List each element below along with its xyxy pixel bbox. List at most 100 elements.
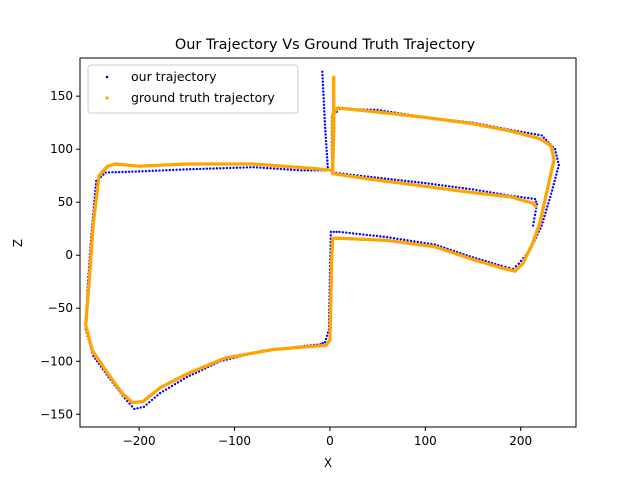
data-point — [376, 176, 380, 180]
data-point — [531, 224, 535, 227]
plot-area — [84, 70, 561, 411]
data-point — [104, 171, 107, 174]
data-point — [188, 168, 192, 171]
data-point — [549, 195, 552, 199]
data-point — [389, 236, 392, 239]
data-point — [182, 168, 185, 171]
data-point — [276, 167, 279, 171]
data-point — [202, 167, 205, 171]
data-point — [321, 70, 324, 73]
data-point — [321, 87, 325, 90]
data-point — [245, 166, 249, 169]
data-point — [556, 167, 560, 170]
data-point — [454, 186, 458, 189]
data-point — [325, 149, 328, 153]
data-point — [198, 167, 202, 171]
data-point — [323, 113, 326, 116]
data-point — [194, 371, 198, 375]
data-point — [164, 388, 168, 391]
data-point — [182, 377, 186, 381]
data-point — [322, 97, 325, 100]
data-point — [165, 169, 168, 172]
y-tick-label: −100 — [40, 354, 73, 368]
data-point — [544, 211, 547, 215]
data-point — [534, 204, 538, 209]
data-point — [553, 147, 557, 151]
data-point — [555, 154, 558, 157]
y-tick-label: −150 — [40, 407, 73, 421]
y-tick-label: 0 — [65, 248, 73, 262]
data-point — [272, 167, 276, 170]
legend: our trajectory ground truth trajectory — [87, 64, 299, 114]
legend-label-ground-truth: ground truth trajectory — [131, 90, 275, 105]
data-point — [326, 165, 329, 169]
data-point — [131, 170, 134, 173]
data-point — [324, 139, 328, 143]
data-point — [372, 234, 375, 237]
data-point — [266, 166, 269, 170]
data-point — [324, 136, 327, 139]
data-point — [321, 80, 324, 83]
legend-marker-ground-truth — [105, 96, 109, 100]
y-tick-label: 100 — [50, 142, 73, 156]
data-point — [175, 168, 178, 171]
data-point — [325, 152, 329, 156]
data-point — [148, 169, 151, 173]
data-point — [322, 93, 325, 97]
data-point — [293, 168, 296, 172]
data-point — [158, 169, 161, 172]
data-point — [471, 188, 475, 191]
data-point — [114, 171, 117, 174]
data-point — [393, 178, 397, 181]
data-point — [172, 168, 175, 172]
data-point — [540, 224, 543, 227]
data-point — [548, 198, 551, 202]
data-point — [127, 170, 131, 173]
data-point — [555, 173, 558, 176]
data-point — [426, 242, 430, 245]
data-point — [300, 169, 303, 172]
data-point — [430, 182, 434, 186]
data-point — [325, 146, 328, 149]
data-point — [533, 197, 537, 201]
data-point — [173, 383, 177, 386]
data-point — [451, 185, 454, 188]
data-point — [286, 168, 289, 171]
data-point — [345, 231, 348, 234]
data-point — [117, 170, 121, 174]
data-point — [532, 220, 535, 224]
data-point — [533, 217, 536, 220]
data-point — [296, 168, 300, 172]
chart-title: Our Trajectory Vs Ground Truth Trajector… — [175, 37, 476, 53]
data-point — [464, 187, 468, 190]
x-tick-label: −100 — [218, 434, 251, 448]
y-tick-label: −50 — [48, 301, 73, 315]
data-point — [325, 156, 329, 159]
data-point — [324, 130, 327, 133]
data-point — [420, 241, 423, 244]
data-point — [554, 151, 557, 154]
data-point — [209, 167, 212, 170]
data-point — [402, 238, 406, 242]
data-point — [212, 167, 215, 170]
data-point — [142, 405, 146, 409]
data-point — [102, 173, 105, 176]
data-point — [519, 259, 523, 263]
data-point — [416, 240, 419, 244]
data-point — [526, 196, 530, 200]
data-point — [461, 186, 464, 190]
data-point — [348, 231, 351, 235]
data-point — [323, 126, 327, 130]
data-point — [341, 231, 345, 234]
data-point — [534, 210, 537, 213]
data-point — [362, 233, 365, 236]
data-point — [326, 162, 329, 166]
y-tick-label: 150 — [50, 89, 73, 103]
y-axis: −150 −100 −50 0 50 100 150 — [40, 89, 80, 421]
data-point — [124, 170, 127, 174]
data-point — [478, 189, 482, 192]
data-point — [542, 217, 545, 221]
data-point — [534, 200, 538, 203]
series-ground-truth-trajectory — [84, 75, 556, 405]
